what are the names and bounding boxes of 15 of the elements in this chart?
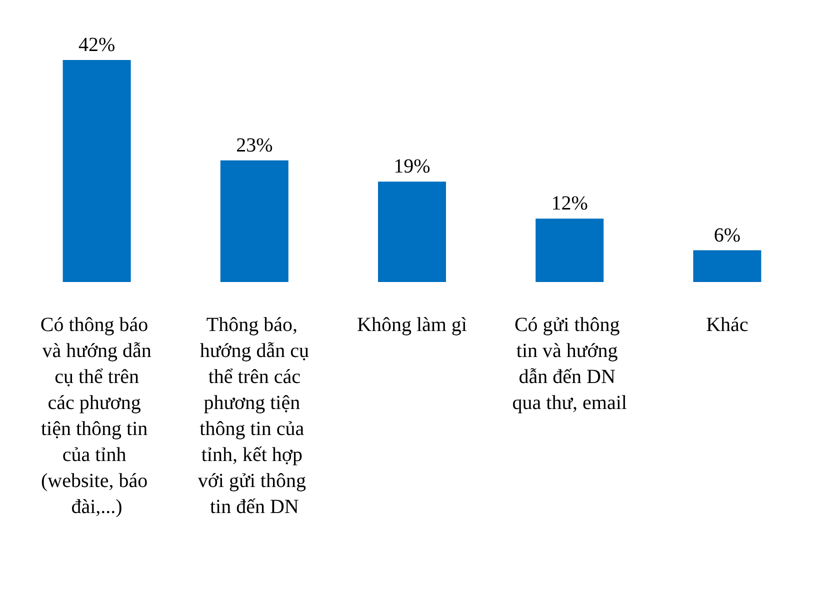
data-label: 23% xyxy=(236,134,273,156)
x-tick-label: Thông báo, hướng dẫn cụ thể trên các phương tiện thông tin của tỉnh, kết hợp với gửi thông tin đến DN xyxy=(198,314,311,518)
x-tick-label: Khác xyxy=(706,314,748,336)
bar xyxy=(693,250,762,282)
bar xyxy=(220,160,288,282)
bar xyxy=(378,182,446,282)
data-label: 42% xyxy=(78,34,116,56)
bar xyxy=(536,218,604,282)
bar xyxy=(62,60,131,282)
x-tick-label: Không làm gì xyxy=(357,314,468,336)
x-tick-label: Có gửi thông tin và hướng dẫn đến DN qua thư, email xyxy=(512,314,628,414)
data-label: 6% xyxy=(714,224,741,246)
data-label: 12% xyxy=(551,192,588,215)
data-label: 19% xyxy=(394,156,430,178)
x-tick-label: Có thông báo và hướng dẫn cụ thể trên các phương tiện thông tin của tỉnh (website, báo đài,...) xyxy=(40,314,154,518)
